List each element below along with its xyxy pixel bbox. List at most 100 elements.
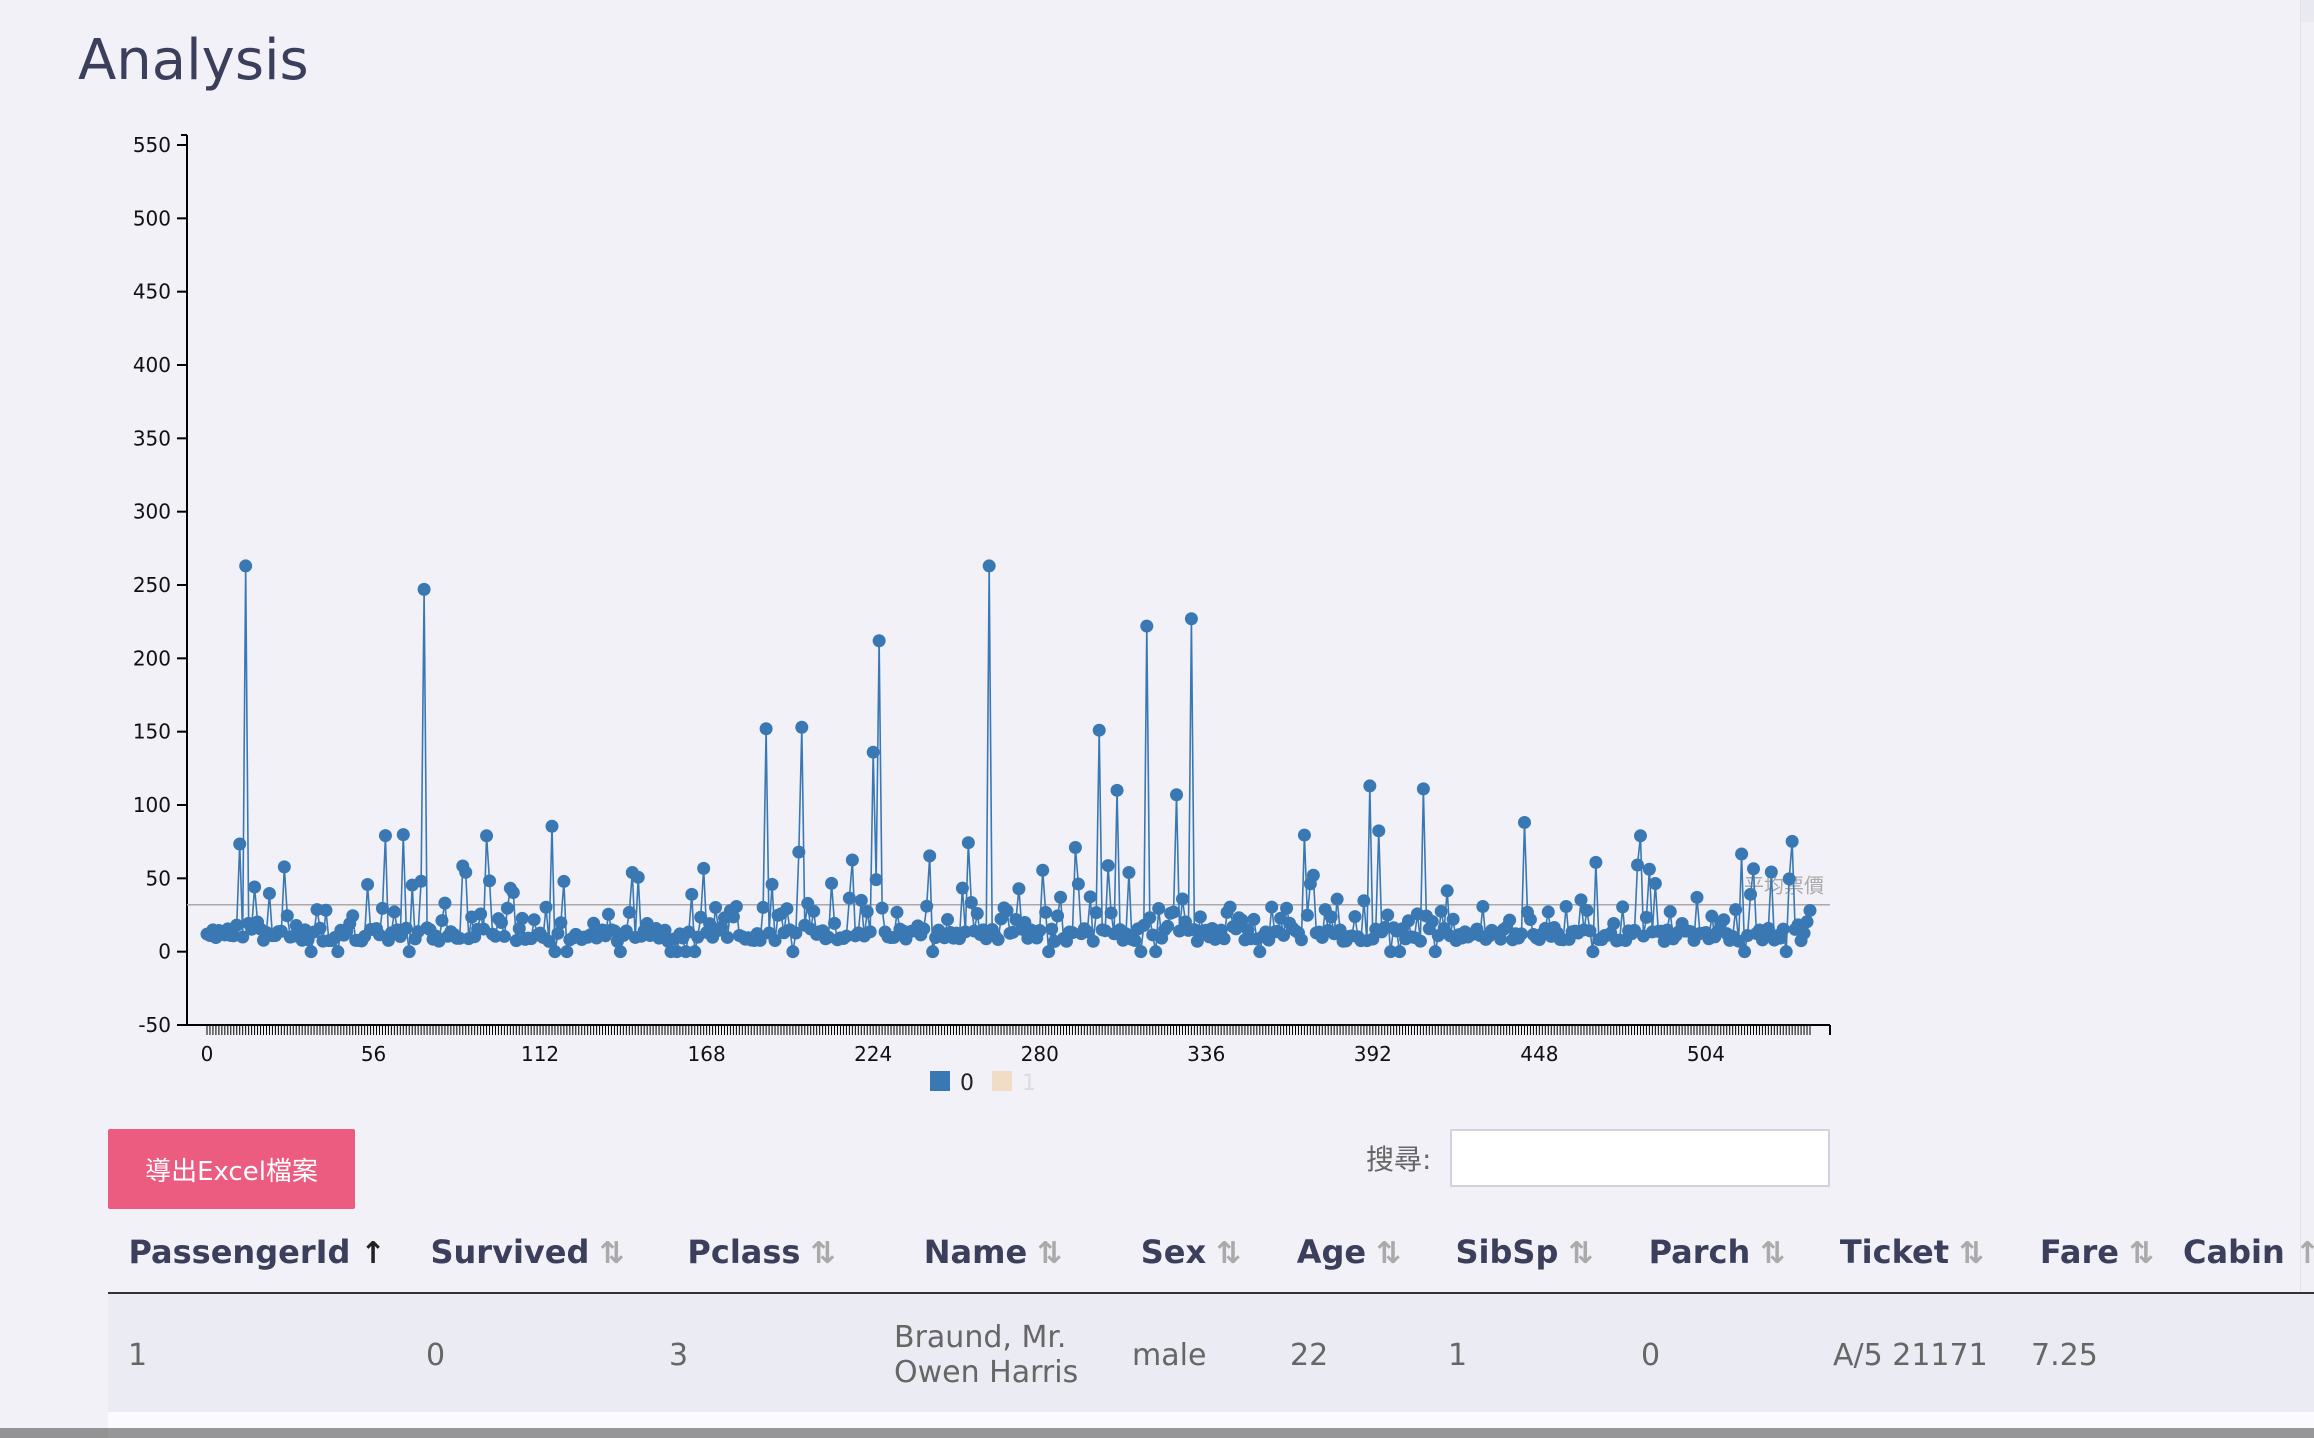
data-point[interactable] bbox=[619, 924, 633, 938]
data-point[interactable] bbox=[1633, 829, 1647, 843]
data-point[interactable] bbox=[1690, 890, 1704, 904]
data-point[interactable] bbox=[1744, 887, 1758, 901]
sort-icon[interactable]: ⇅ bbox=[2128, 1236, 2155, 1271]
data-point[interactable] bbox=[1104, 906, 1118, 920]
data-point[interactable] bbox=[319, 903, 333, 917]
data-point[interactable] bbox=[1297, 828, 1311, 842]
data-point[interactable] bbox=[1045, 922, 1059, 936]
data-point[interactable] bbox=[1068, 841, 1082, 855]
data-point[interactable] bbox=[1140, 619, 1154, 633]
search-input[interactable] bbox=[1450, 1129, 1830, 1187]
data-point[interactable] bbox=[1175, 892, 1189, 906]
data-point[interactable] bbox=[825, 876, 839, 890]
data-point[interactable] bbox=[230, 918, 244, 932]
data-point[interactable] bbox=[768, 934, 782, 948]
data-point[interactable] bbox=[1779, 945, 1793, 959]
data-point[interactable] bbox=[346, 909, 360, 923]
data-point[interactable] bbox=[991, 932, 1005, 946]
data-point[interactable] bbox=[1247, 912, 1261, 926]
data-point[interactable] bbox=[474, 907, 488, 921]
data-point[interactable] bbox=[1746, 862, 1760, 876]
data-point[interactable] bbox=[828, 916, 842, 930]
data-point[interactable] bbox=[631, 870, 645, 884]
col-header-passengerid[interactable]: PassengerId ↑ bbox=[108, 1212, 406, 1294]
data-point[interactable] bbox=[854, 893, 868, 907]
data-point[interactable] bbox=[1523, 913, 1537, 927]
data-point[interactable] bbox=[1616, 900, 1630, 914]
data-point[interactable] bbox=[480, 829, 494, 843]
data-point[interactable] bbox=[890, 905, 904, 919]
data-point[interactable] bbox=[506, 886, 520, 900]
data-point[interactable] bbox=[863, 925, 877, 939]
data-point[interactable] bbox=[1170, 788, 1184, 802]
sort-icon[interactable]: ⇅ bbox=[1568, 1236, 1594, 1271]
col-header-sibsp[interactable]: SibSp ⇅ bbox=[1428, 1212, 1621, 1294]
data-point[interactable] bbox=[239, 559, 253, 573]
data-point[interactable] bbox=[1280, 901, 1294, 915]
data-point[interactable] bbox=[1782, 872, 1796, 886]
data-point[interactable] bbox=[658, 923, 672, 937]
data-point[interactable] bbox=[1735, 847, 1749, 861]
data-point[interactable] bbox=[670, 945, 684, 959]
data-point[interactable] bbox=[1574, 893, 1588, 907]
data-point[interactable] bbox=[1642, 862, 1656, 876]
data-point[interactable] bbox=[236, 930, 250, 944]
sort-icon[interactable]: ⇅ bbox=[599, 1236, 625, 1271]
data-point[interactable] bbox=[792, 845, 806, 859]
data-point[interactable] bbox=[685, 887, 699, 901]
data-point[interactable] bbox=[515, 911, 529, 925]
legend-label-1[interactable]: 1 bbox=[1022, 1071, 1036, 1096]
data-point[interactable] bbox=[1559, 899, 1573, 913]
data-point[interactable] bbox=[697, 861, 711, 875]
data-point[interactable] bbox=[1517, 815, 1531, 829]
data-point[interactable] bbox=[402, 945, 416, 959]
data-point[interactable] bbox=[248, 880, 262, 894]
data-point[interactable] bbox=[262, 886, 276, 900]
data-point[interactable] bbox=[866, 745, 880, 759]
data-point[interactable] bbox=[417, 582, 431, 596]
data-point[interactable] bbox=[875, 901, 889, 915]
data-point[interactable] bbox=[1101, 859, 1115, 873]
data-point[interactable] bbox=[331, 945, 345, 959]
data-point[interactable] bbox=[1607, 917, 1621, 931]
data-point[interactable] bbox=[961, 836, 975, 850]
data-point[interactable] bbox=[1330, 892, 1344, 906]
data-point[interactable] bbox=[587, 916, 601, 930]
data-point[interactable] bbox=[387, 905, 401, 919]
data-point[interactable] bbox=[964, 896, 978, 910]
data-point[interactable] bbox=[1372, 824, 1386, 838]
data-point[interactable] bbox=[1428, 945, 1442, 959]
data-point[interactable] bbox=[1434, 904, 1448, 918]
data-point[interactable] bbox=[622, 905, 636, 919]
data-point[interactable] bbox=[378, 829, 392, 843]
col-header-ticket[interactable]: Ticket ⇅ bbox=[1813, 1212, 2011, 1294]
data-point[interactable] bbox=[970, 907, 984, 921]
data-point[interactable] bbox=[869, 873, 883, 887]
data-point[interactable] bbox=[807, 904, 821, 918]
data-point[interactable] bbox=[709, 901, 723, 915]
data-point[interactable] bbox=[1042, 945, 1056, 959]
data-point[interactable] bbox=[756, 900, 770, 914]
data-point[interactable] bbox=[679, 945, 693, 959]
data-point[interactable] bbox=[845, 853, 859, 867]
sort-icon[interactable]: ⇅ bbox=[1216, 1236, 1242, 1271]
data-point[interactable] bbox=[729, 899, 743, 913]
data-point[interactable] bbox=[795, 720, 809, 734]
data-point[interactable] bbox=[1012, 882, 1026, 896]
data-point[interactable] bbox=[1000, 904, 1014, 918]
data-point[interactable] bbox=[1494, 932, 1508, 946]
data-point[interactable] bbox=[497, 929, 511, 943]
data-point[interactable] bbox=[1128, 934, 1142, 948]
data-point[interactable] bbox=[1803, 903, 1817, 917]
data-point[interactable] bbox=[1253, 945, 1267, 959]
data-point[interactable] bbox=[1277, 928, 1291, 942]
data-point[interactable] bbox=[1663, 905, 1677, 919]
data-point[interactable] bbox=[1648, 876, 1662, 890]
data-point[interactable] bbox=[1381, 908, 1395, 922]
data-point[interactable] bbox=[1190, 934, 1204, 948]
data-point[interactable] bbox=[1152, 902, 1166, 916]
data-point[interactable] bbox=[545, 819, 559, 833]
data-point[interactable] bbox=[1217, 932, 1231, 946]
data-point[interactable] bbox=[1357, 894, 1371, 908]
